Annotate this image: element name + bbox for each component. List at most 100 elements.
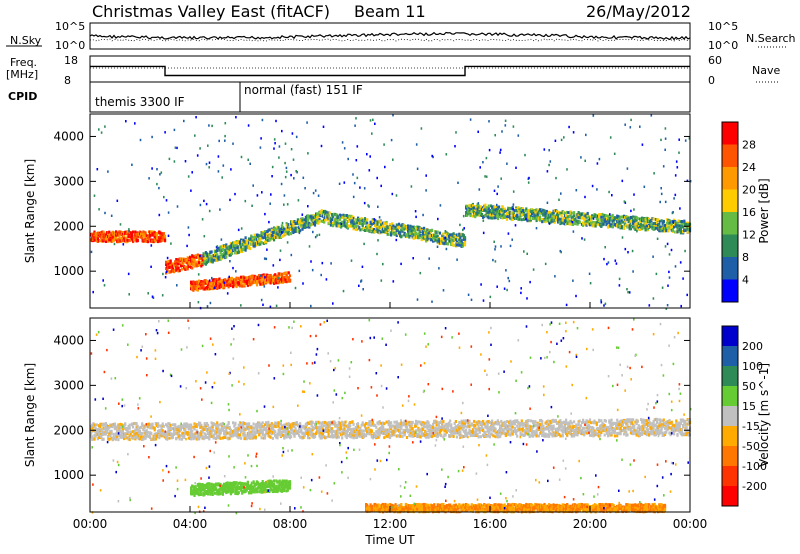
data-cell	[659, 200, 661, 204]
data-cell	[269, 274, 272, 278]
data-cell	[245, 239, 248, 243]
data-cell	[178, 434, 181, 438]
data-cell	[246, 241, 249, 245]
velocity-data	[90, 318, 692, 515]
data-cell	[234, 192, 236, 196]
data-cell	[258, 433, 261, 437]
data-cell	[338, 421, 342, 425]
data-cell	[457, 233, 460, 237]
data-cell	[341, 220, 344, 224]
data-cell	[580, 156, 582, 159]
data-cell	[362, 288, 364, 291]
data-cell	[162, 431, 165, 435]
data-cell	[670, 223, 673, 226]
data-cell	[200, 423, 203, 427]
data-cell	[235, 270, 237, 273]
data-cell	[221, 255, 224, 259]
data-cell	[275, 229, 278, 233]
data-cell	[674, 193, 677, 197]
data-cell	[471, 214, 474, 218]
data-cell	[450, 236, 453, 240]
data-cell	[297, 199, 300, 202]
data-cell	[220, 256, 223, 260]
data-cell	[246, 281, 249, 285]
data-cell	[341, 423, 344, 427]
data-cell	[224, 134, 226, 138]
data-cell	[216, 427, 219, 431]
data-cell	[391, 192, 394, 196]
data-cell	[208, 124, 210, 127]
data-cell	[520, 213, 523, 217]
data-cell	[309, 427, 312, 431]
data-cell	[195, 287, 198, 290]
data-cell	[209, 256, 212, 260]
data-cell	[163, 238, 167, 242]
data-cell	[144, 431, 147, 435]
data-cell	[674, 174, 677, 177]
colorbar-tick-label: 4	[742, 274, 749, 287]
data-cell	[313, 434, 317, 438]
data-cell	[420, 127, 423, 130]
data-cell	[573, 211, 576, 215]
data-cell	[277, 233, 280, 237]
data-cell	[157, 231, 160, 235]
data-cell	[205, 202, 208, 206]
data-cell	[263, 257, 266, 260]
data-cell	[125, 120, 127, 123]
data-cell	[444, 230, 447, 233]
data-cell	[650, 223, 653, 227]
data-cell	[269, 237, 272, 241]
data-cell	[532, 217, 535, 220]
data-cell	[649, 220, 652, 224]
data-cell	[257, 237, 260, 241]
data-cell	[666, 224, 669, 228]
data-cell	[283, 227, 286, 231]
data-cell	[496, 192, 498, 196]
data-cell	[487, 215, 490, 218]
data-cell	[482, 299, 485, 302]
data-cell	[314, 235, 317, 239]
data-cell	[284, 161, 286, 165]
data-cell	[161, 294, 164, 297]
data-cell	[145, 434, 148, 438]
data-cell	[371, 422, 374, 426]
data-cell	[316, 212, 319, 216]
data-cell	[346, 215, 349, 219]
data-cell	[332, 429, 335, 433]
data-cell	[632, 219, 635, 223]
data-cell	[408, 235, 411, 239]
data-cell	[288, 279, 292, 283]
data-cell	[600, 299, 602, 302]
data-cell	[497, 185, 499, 188]
data-cell	[537, 216, 540, 220]
data-cell	[120, 232, 123, 236]
data-cell	[384, 225, 387, 229]
data-cell	[168, 157, 171, 161]
data-cell	[194, 263, 197, 267]
data-cell	[188, 261, 192, 265]
data-cell	[196, 282, 199, 285]
data-cell	[648, 304, 651, 307]
data-cell	[258, 234, 261, 238]
data-cell	[90, 432, 93, 436]
data-cell	[574, 222, 577, 226]
data-cell	[261, 433, 264, 437]
data-cell	[478, 214, 481, 218]
data-cell	[125, 432, 128, 436]
data-cell	[241, 425, 244, 429]
data-cell	[492, 258, 494, 262]
data-cell	[105, 237, 109, 241]
data-cell	[420, 227, 423, 231]
data-cell	[328, 211, 331, 215]
data-cell	[250, 234, 253, 238]
data-cell	[590, 219, 593, 223]
data-cell	[312, 432, 315, 436]
data-cell	[148, 237, 151, 241]
data-cell	[378, 231, 381, 235]
freq-unit: [MHz]	[6, 68, 38, 81]
data-cell	[182, 259, 185, 263]
data-cell	[232, 241, 235, 245]
data-cell	[263, 230, 267, 234]
data-cell	[661, 286, 664, 289]
data-cell	[515, 166, 517, 169]
